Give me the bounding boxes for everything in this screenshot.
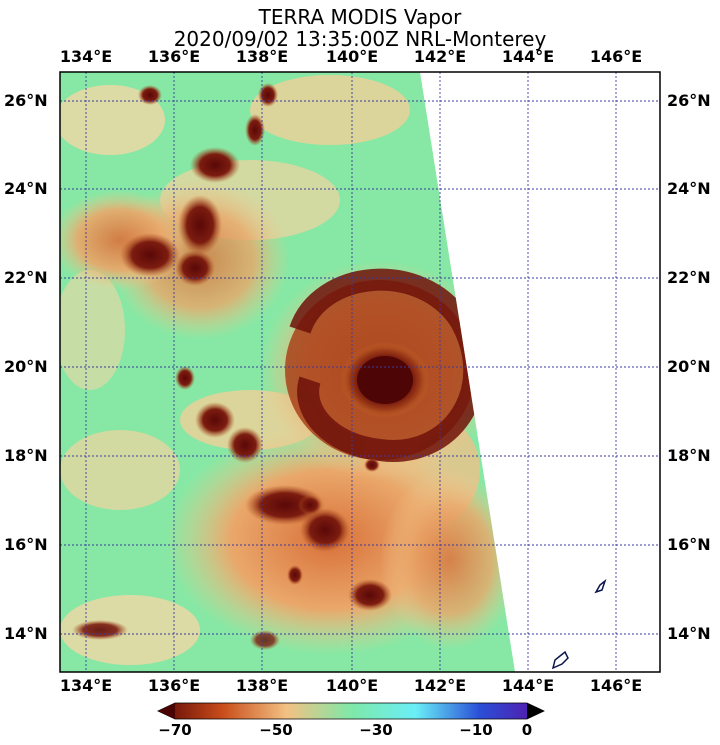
lat-label-left: 20°N xyxy=(4,357,48,376)
lon-label-top: 134°E xyxy=(59,47,113,66)
map-subtitle: 2020/09/02 13:35:00Z NRL-Monterey xyxy=(173,27,547,51)
lat-label-left: 14°N xyxy=(4,624,48,643)
lat-label-left: 26°N xyxy=(4,91,48,110)
lat-label-left: 18°N xyxy=(4,446,48,465)
lat-label-right: 22°N xyxy=(667,268,711,287)
lat-lon-grid xyxy=(60,72,660,672)
map-title: TERRA MODIS Vapor xyxy=(258,5,462,29)
colorbar-tick-label: −30 xyxy=(359,721,393,739)
colorbar-tick-label: −70 xyxy=(158,721,192,739)
lon-label-top: 146°E xyxy=(589,47,643,66)
lon-label-top: 142°E xyxy=(413,47,467,66)
lon-label-top: 144°E xyxy=(501,47,555,66)
colorbar-tick-label: 0 xyxy=(521,721,533,739)
lat-label-right: 20°N xyxy=(667,357,711,376)
lat-label-left: 16°N xyxy=(4,535,48,554)
colorbar-tick-label: −10 xyxy=(459,721,493,739)
lon-label-bottom: 144°E xyxy=(501,676,555,695)
lat-label-right: 16°N xyxy=(667,535,711,554)
lat-label-right: 26°N xyxy=(667,91,711,110)
lat-label-left: 22°N xyxy=(4,268,48,287)
lon-label-bottom: 140°E xyxy=(325,676,379,695)
colorbar-tick-label: −50 xyxy=(259,721,293,739)
lon-label-bottom: 146°E xyxy=(589,676,643,695)
lon-label-top: 140°E xyxy=(325,47,379,66)
coastline-islands xyxy=(551,578,607,670)
map-frame xyxy=(59,71,661,673)
lon-label-bottom: 136°E xyxy=(147,676,201,695)
lat-label-right: 24°N xyxy=(667,179,711,198)
lon-label-bottom: 134°E xyxy=(59,676,113,695)
lat-label-left: 24°N xyxy=(4,179,48,198)
lon-label-top: 138°E xyxy=(235,47,289,66)
lat-label-right: 18°N xyxy=(667,446,711,465)
lon-label-bottom: 142°E xyxy=(413,676,467,695)
lat-label-right: 14°N xyxy=(667,624,711,643)
lon-label-bottom: 138°E xyxy=(235,676,289,695)
lon-label-top: 136°E xyxy=(147,47,201,66)
